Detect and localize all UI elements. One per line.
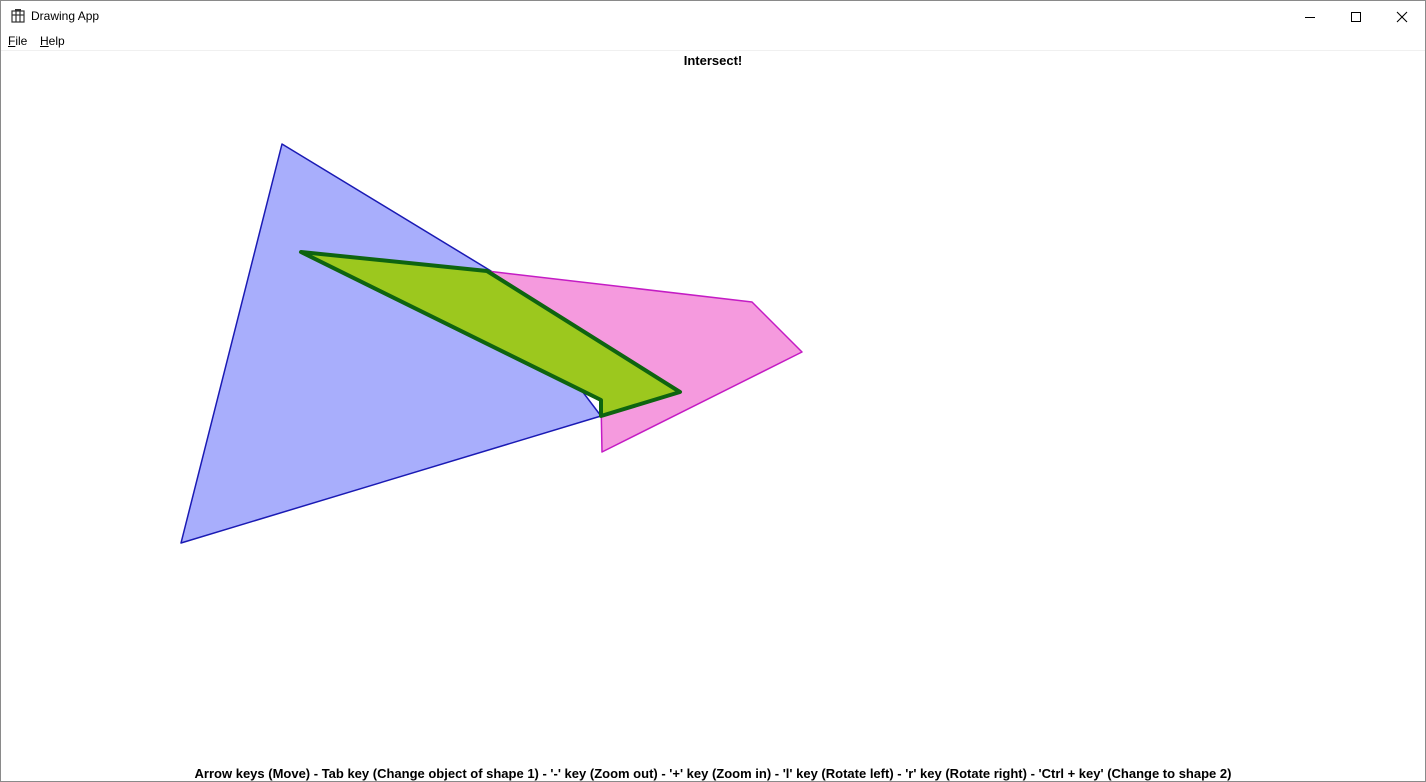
menu-file[interactable]: File — [8, 34, 27, 48]
keyboard-help-text: Arrow keys (Move) - Tab key (Change obje… — [194, 766, 1232, 781]
app-icon — [11, 9, 25, 23]
menu-help[interactable]: Help — [40, 34, 65, 48]
menu-file-mnemonic: F — [8, 34, 16, 48]
intersect-status-label: Intersect! — [683, 53, 743, 68]
drawing-canvas[interactable] — [1, 51, 1425, 781]
intersection-region — [299, 250, 682, 418]
minimize-icon — [1305, 16, 1315, 18]
close-button[interactable] — [1379, 1, 1425, 32]
window-title: Drawing App — [31, 9, 100, 23]
title-bar[interactable]: Drawing App — [1, 1, 1425, 32]
close-icon — [1396, 11, 1408, 22]
minimize-button[interactable] — [1287, 1, 1333, 32]
menu-bar: File Help — [1, 32, 1425, 51]
menu-file-label: ile — [15, 34, 28, 48]
maximize-button[interactable] — [1333, 1, 1379, 32]
menu-help-mnemonic: H — [40, 34, 49, 48]
menu-help-label: elp — [48, 34, 65, 48]
maximize-icon — [1351, 11, 1361, 22]
